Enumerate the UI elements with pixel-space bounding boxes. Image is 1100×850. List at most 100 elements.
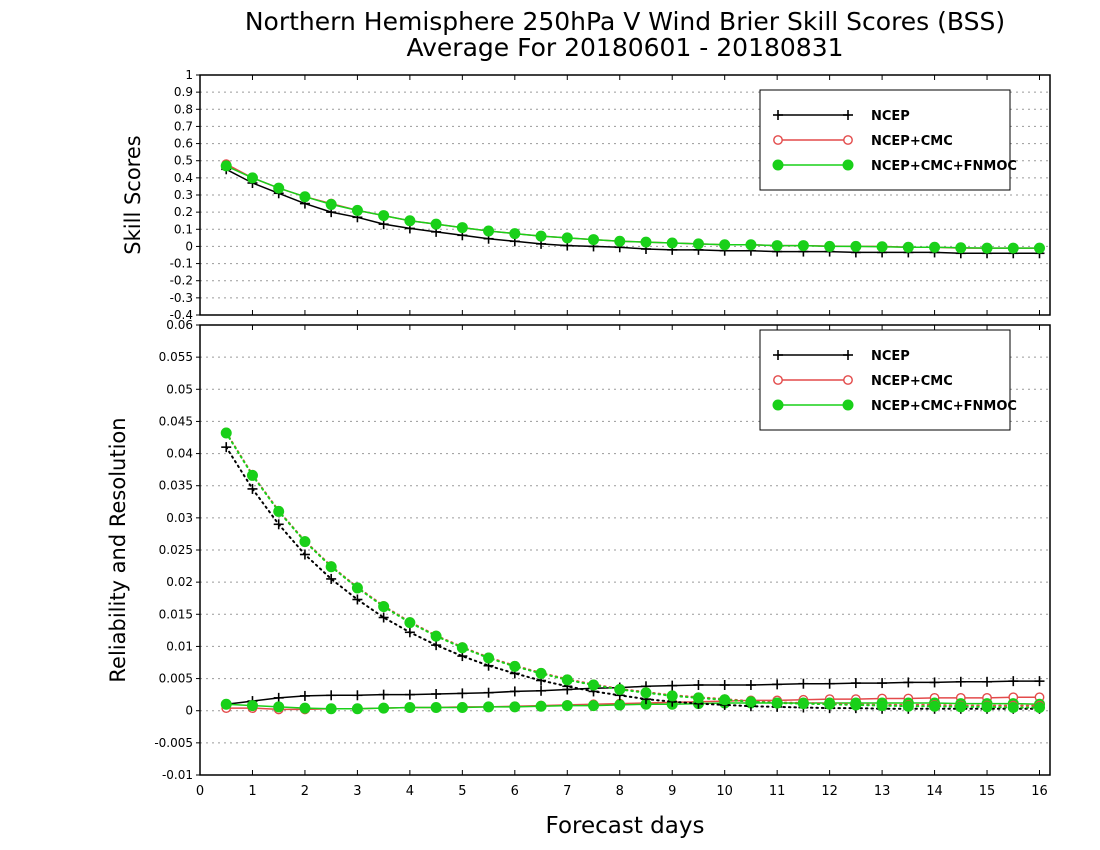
data-point: [614, 699, 626, 711]
data-point: [273, 505, 285, 517]
x-tick-label: 7: [563, 784, 571, 799]
data-point: [561, 674, 573, 686]
data-point: [981, 701, 993, 713]
x-tick-label: 6: [511, 784, 519, 799]
data-point: [955, 701, 967, 713]
y-tick-label: 0.015: [159, 607, 193, 621]
data-point: [666, 237, 678, 249]
data-point: [430, 630, 442, 642]
data-point: [561, 700, 573, 712]
data-point: [351, 204, 363, 216]
data-point: [404, 617, 416, 629]
legend-label: NCEP+CMC: [871, 374, 953, 389]
y-tick-label: 0.025: [159, 543, 193, 557]
data-point: [404, 702, 416, 713]
x-tick-label: 10: [716, 784, 733, 799]
y-tick-label: 0.045: [159, 414, 193, 428]
data-point: [430, 702, 442, 713]
data-point: [666, 690, 678, 702]
y-tick-label: 1: [185, 68, 193, 82]
data-point: [640, 687, 652, 699]
data-point: [246, 172, 258, 184]
data-point: [220, 427, 232, 439]
data-point: [430, 218, 442, 230]
data-point: [351, 582, 363, 594]
data-point: [535, 667, 547, 679]
y-tick-label: -0.2: [170, 274, 193, 288]
series-ncep-cmc-fnmoc: [220, 160, 1046, 254]
data-point: [1034, 702, 1046, 713]
data-point: [456, 702, 468, 713]
data-point: [351, 703, 363, 715]
y-tick-label: 0.5: [174, 154, 193, 168]
data-point: [378, 601, 390, 613]
data-point: [876, 241, 888, 253]
x-tick-label: 16: [1031, 784, 1048, 799]
legend-marker: [842, 399, 854, 411]
data-point: [824, 698, 836, 710]
y-tick-label: 0.6: [174, 137, 193, 151]
y-tick-label: 0.02: [166, 575, 193, 589]
y-tick-label: 0.05: [166, 382, 193, 396]
data-point: [745, 696, 757, 708]
y-tick-label: -0.01: [162, 768, 193, 782]
y-tick-label: 0.3: [174, 188, 193, 202]
series-line: [225, 680, 1041, 706]
x-tick-label: 0: [196, 784, 204, 799]
data-point: [850, 240, 862, 252]
data-point: [456, 222, 468, 234]
x-tick-label: 11: [769, 784, 786, 799]
data-point: [902, 700, 914, 712]
y-tick-label: -0.005: [154, 736, 193, 750]
x-tick-label: 13: [874, 784, 891, 799]
x-tick-label: 3: [353, 784, 361, 799]
data-point: [535, 700, 547, 712]
series-circle-filled-solid: [220, 697, 1046, 715]
legend: NCEP NCEP+CMC NCEP+CMC+FNMOC: [759, 329, 1017, 431]
legend-marker: [843, 135, 853, 145]
data-point: [404, 215, 416, 227]
y-tick-label: 0.9: [174, 85, 193, 99]
x-tick-label: 15: [979, 784, 996, 799]
data-point: [929, 241, 941, 253]
data-point: [719, 694, 731, 706]
data-point: [771, 697, 783, 709]
x-tick-label: 9: [668, 784, 676, 799]
y-axis-label: Skill Scores: [121, 135, 145, 254]
data-point: [299, 536, 311, 548]
series-circle-open-dotted: [221, 427, 1045, 711]
chart-title-line-2: Average For 20180601 - 20180831: [406, 33, 843, 62]
x-tick-label: 2: [301, 784, 309, 799]
chart-title-line-1: Northern Hemisphere 250hPa V Wind Brier …: [245, 7, 1005, 36]
data-point: [220, 698, 232, 710]
y-tick-label: 0.01: [166, 639, 193, 653]
data-point: [981, 242, 993, 254]
y-tick-label: -0.1: [170, 257, 193, 271]
legend-marker: [773, 375, 783, 385]
data-point: [771, 240, 783, 252]
data-point: [614, 684, 626, 695]
top-panel: 1 0.9 0.8 0.7 0.6 0.5 0.4 0.3 0.2 0.1 0 -0.1 -0.2 -0.…: [121, 68, 1051, 322]
y-tick-label: 0.06: [166, 318, 193, 332]
legend-marker: [843, 375, 853, 385]
legend-marker: [773, 135, 783, 145]
x-axis-label: Forecast days: [546, 813, 705, 839]
data-point: [509, 660, 521, 672]
data-point: [535, 230, 547, 242]
y-tick-label: 0.7: [174, 119, 193, 133]
data-point: [745, 239, 757, 251]
plot-frame: [199, 324, 1051, 776]
data-point: [929, 700, 941, 712]
data-point: [325, 561, 337, 573]
data-point: [588, 679, 600, 691]
y-tick-label: 0.2: [174, 205, 193, 219]
data-point: [588, 234, 600, 246]
y-tick-label: 0.055: [159, 350, 193, 364]
x-tick-label: 5: [458, 784, 466, 799]
series-line: [225, 431, 1041, 707]
data-point: [797, 240, 809, 252]
bottom-panel: 0.060.0550.050.0450.040.0350.030.0250.02…: [106, 318, 1051, 799]
x-tick-label: 12: [821, 784, 838, 799]
y-tick-label: 0.8: [174, 102, 193, 116]
x-tick-label: 4: [406, 784, 414, 799]
